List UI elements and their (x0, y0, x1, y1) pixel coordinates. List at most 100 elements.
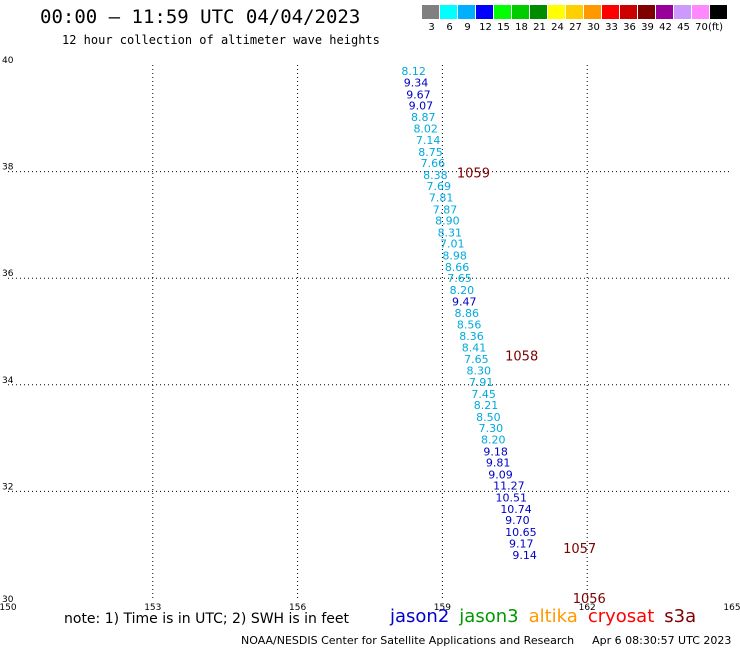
wave-height-label: 8.66 (445, 261, 470, 274)
color-scale-label: 70 (695, 22, 708, 33)
map-grid (8, 65, 732, 598)
wave-height-label: 9.09 (488, 468, 512, 481)
wave-height-label: 7.91 (469, 376, 494, 389)
wave-height-label: 7.45 (471, 388, 496, 401)
color-swatch (548, 5, 565, 19)
lat-tick-label: 40 (2, 56, 14, 66)
satellite-legend: jason2 jason3 altika cryosat s3a (390, 606, 706, 627)
color-swatch (692, 5, 709, 19)
wave-height-label: 8.56 (457, 319, 482, 332)
wave-height-label: 8.90 (435, 215, 460, 228)
credit-text: NOAA/NESDIS Center for Satellite Applica… (241, 634, 575, 647)
wave-height-label: 7.30 (479, 422, 504, 435)
wave-height-label: 8.87 (411, 111, 436, 124)
satellite-name: jason2 (390, 606, 450, 627)
color-swatch (494, 5, 511, 19)
wave-height-label: 9.47 (452, 296, 477, 309)
color-scale-label: 45 (677, 22, 690, 33)
lat-tick-label: 32 (2, 482, 13, 492)
wave-height-label: 10.74 (500, 503, 532, 516)
timestamp-text: Apr 6 08:30:57 UTC 2023 (592, 634, 732, 647)
lon-tick-label: 159 (434, 603, 451, 613)
wave-height-label: 8.30 (467, 364, 492, 377)
lon-tick-label: 150 (0, 603, 17, 613)
wave-height-label: 7.65 (464, 353, 489, 366)
color-scale-label: 33 (605, 22, 618, 33)
wave-height-label: 9.34 (404, 77, 429, 90)
wave-height-label: 8.36 (459, 330, 484, 343)
axis-ticks: 150 153 156 159 162 165 30 32 34 36 38 40 (0, 56, 740, 613)
wave-height-label: 8.50 (476, 411, 501, 424)
lat-tick-label: 38 (2, 163, 14, 173)
wave-height-label: 11.27 (493, 480, 524, 493)
wave-height-label: 8.38 (423, 169, 448, 182)
wave-height-label: 8.20 (481, 434, 506, 447)
lat-tick-label: 34 (2, 376, 14, 386)
color-scale-label: 12 (479, 22, 492, 33)
color-swatch (656, 5, 673, 19)
color-swatch (440, 5, 457, 19)
wave-height-label: 9.17 (509, 538, 534, 551)
wave-height-label: 10.51 (495, 491, 527, 504)
page-subtitle: 12 hour collection of altimeter wave hei… (62, 33, 380, 47)
pass-number-label: 1058 (505, 349, 538, 364)
wave-height-label: 10.65 (505, 526, 537, 539)
wave-height-label: 7.87 (433, 203, 458, 216)
color-scale-label: 18 (515, 22, 528, 33)
wave-height-label: 7.14 (416, 134, 441, 147)
satellite-name: cryosat (587, 606, 655, 627)
color-swatch (674, 5, 691, 19)
pass-number-label: 1057 (563, 542, 596, 557)
wave-height-label: 7.66 (421, 157, 446, 170)
color-scale-label: 27 (569, 22, 582, 33)
color-scale-unit: (ft) (708, 22, 724, 33)
lon-tick-label: 153 (144, 603, 161, 613)
wave-height-label: 9.07 (409, 100, 434, 113)
color-scale-label: 15 (497, 22, 510, 33)
color-scale-label: 3 (428, 22, 435, 33)
wave-height-label: 9.81 (486, 457, 511, 470)
color-swatch (584, 5, 601, 19)
satellite-name: jason3 (459, 606, 519, 627)
satellite-name: s3a (664, 606, 697, 627)
wave-height-label: 7.69 (426, 180, 451, 193)
color-swatch (620, 5, 637, 19)
wave-height-label: 7.81 (429, 192, 454, 205)
wave-height-label: 8.75 (418, 146, 443, 159)
color-swatch (458, 5, 475, 19)
color-scale-label: 39 (641, 22, 654, 33)
lon-tick-label: 156 (289, 603, 306, 613)
color-scale-label: 36 (623, 22, 636, 33)
lat-tick-label: 36 (2, 269, 14, 279)
color-swatch (638, 5, 655, 19)
wave-height-label: 9.70 (505, 514, 530, 527)
wave-height-label: 8.31 (438, 226, 463, 239)
page-title: 00:00 – 11:59 UTC 04/04/2023 (40, 6, 361, 28)
wave-height-label: 8.98 (442, 249, 467, 262)
color-scale-label: 42 (659, 22, 672, 33)
color-swatch (422, 5, 439, 19)
color-scale-label: 24 (551, 22, 564, 33)
wave-height-label: 8.86 (454, 307, 479, 320)
color-scale-label: 9 (464, 22, 471, 33)
wave-height-label: 9.67 (406, 88, 431, 101)
lon-tick-label: 162 (579, 603, 596, 613)
pass-number-label: 1056 (573, 592, 606, 607)
lon-tick-label: 165 (723, 603, 740, 613)
color-swatch (512, 5, 529, 19)
pass-labels: 1059 1058 1057 1056 (457, 167, 606, 607)
wave-height-label: 8.20 (450, 284, 475, 297)
units-note: note: 1) Time is in UTC; 2) SWH is in fe… (64, 611, 350, 627)
satellite-name: altika (528, 606, 578, 627)
wave-height-label: 7.65 (447, 272, 472, 285)
lat-tick-label: 30 (2, 595, 14, 605)
color-swatch (710, 5, 727, 19)
wave-height-label: 9.18 (483, 445, 508, 458)
pass-number-label: 1059 (457, 167, 490, 182)
color-scale-label: 21 (533, 22, 546, 33)
color-swatch (566, 5, 583, 19)
footer-credit: NOAA/NESDIS Center for Satellite Applica… (241, 634, 731, 647)
color-swatch (602, 5, 619, 19)
color-swatch (530, 5, 547, 19)
wave-height-label: 8.21 (474, 399, 499, 412)
